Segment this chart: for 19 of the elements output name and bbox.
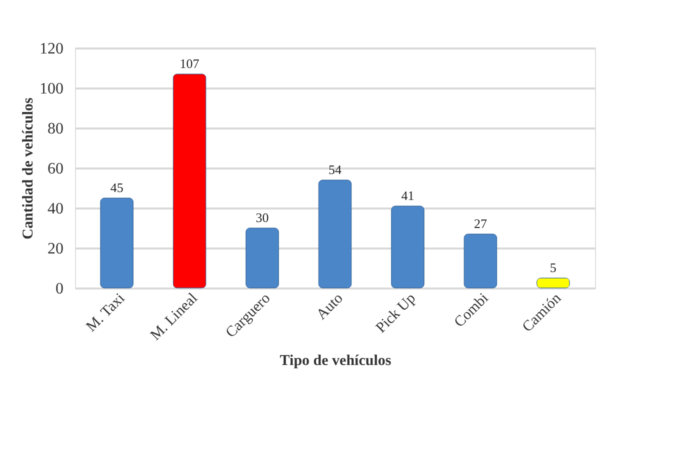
data-label: 45 [110,180,124,195]
y-tick-label: 60 [48,160,64,178]
data-label: 41 [401,188,414,203]
y-tick-label: 0 [56,280,64,298]
y-tick-label: 40 [48,200,64,218]
data-label: 27 [474,216,488,231]
x-axis-title: Tipo de vehículos [280,352,392,369]
data-label: 5 [550,260,556,275]
data-label: 54 [328,162,342,177]
y-tick-label: 100 [40,80,64,98]
x-tick-label: Auto [314,290,346,324]
data-label: 107 [180,56,200,71]
y-tick-label: 80 [48,120,64,138]
y-tick-label: 20 [48,240,64,258]
y-tick-label: 120 [40,40,64,58]
x-tick-label: M. Taxi [84,290,128,336]
data-label: 30 [256,210,269,225]
y-axis-title: Cantidad de vehículos [20,97,36,240]
x-tick-label: Pick Up [373,290,420,336]
